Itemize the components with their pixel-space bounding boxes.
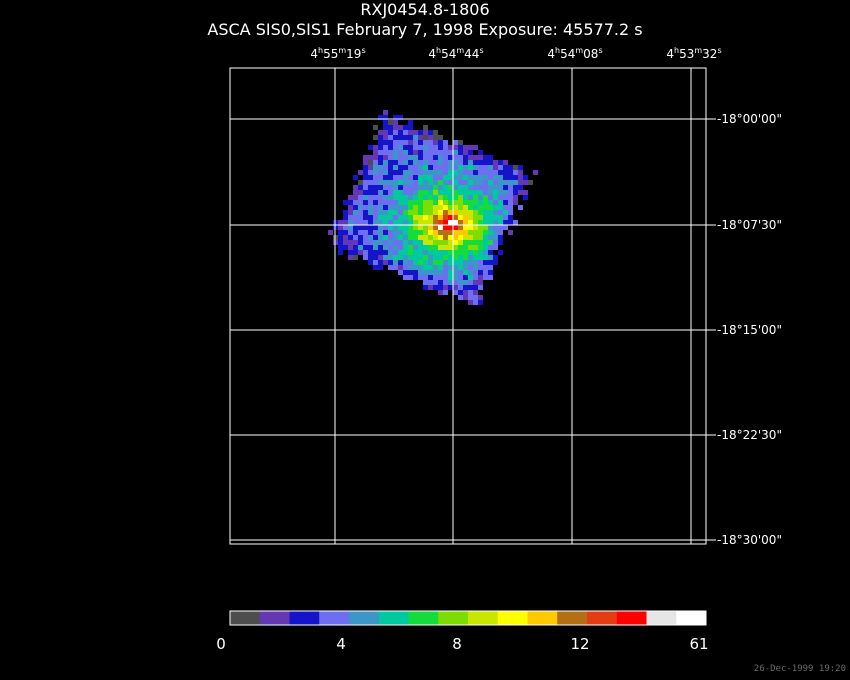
color-bar-swatch	[378, 611, 409, 625]
color-bar-swatch	[438, 611, 469, 625]
color-bar-swatch	[616, 611, 647, 625]
color-bar-swatch	[676, 611, 707, 625]
ra-tick-label: 4h54m44s	[428, 46, 483, 61]
color-bar-swatch	[468, 611, 499, 625]
color-bar-swatch	[259, 611, 290, 625]
color-bar-swatch	[557, 611, 588, 625]
color-bar-swatch	[497, 611, 528, 625]
dec-axis-labels: -18°00'00" -18°07'30" -18°15'00" -18°22'…	[717, 112, 782, 547]
color-bar-swatch	[408, 611, 439, 625]
dec-tick-label: -18°00'00"	[717, 112, 782, 126]
dec-tick-label: -18°22'30"	[717, 428, 782, 442]
ra-axis-labels: 4h55m19s 4h54m44s 4h54m08s 4h53m32s	[310, 46, 721, 61]
ra-tick-label: 4h55m19s	[310, 46, 365, 61]
color-bar-swatch	[527, 611, 558, 625]
color-bar-swatch	[230, 611, 261, 625]
coordinate-grid	[229, 67, 716, 545]
color-bar-swatch	[289, 611, 320, 625]
color-bar	[230, 611, 707, 625]
ra-tick-label: 4h53m32s	[666, 46, 721, 61]
color-bar-tick-label: 0	[216, 635, 226, 653]
plot-frame	[229, 67, 707, 545]
color-bar-labels: 0 4 8 12 61	[216, 635, 708, 653]
color-bar-swatch	[587, 611, 618, 625]
color-bar-tick-label: 8	[452, 635, 462, 653]
color-bar-tick-label: 61	[689, 635, 708, 653]
color-bar-swatch	[646, 611, 677, 625]
color-bar-swatch	[319, 611, 350, 625]
color-bar-swatch	[349, 611, 380, 625]
color-bar-tick-label: 12	[570, 635, 589, 653]
image-title: RXJ0454.8-1806	[360, 0, 489, 19]
dec-tick-label: -18°07'30"	[717, 218, 782, 232]
ra-tick-label: 4h54m08s	[547, 46, 602, 61]
image-subtitle: ASCA SIS0,SIS1 February 7, 1998 Exposure…	[207, 20, 642, 39]
footer-timestamp: 26-Dec-1999 19:20	[754, 664, 846, 674]
color-bar-tick-label: 4	[336, 635, 346, 653]
dec-tick-label: -18°15'00"	[717, 323, 782, 337]
dec-tick-label: -18°30'00"	[717, 533, 782, 547]
